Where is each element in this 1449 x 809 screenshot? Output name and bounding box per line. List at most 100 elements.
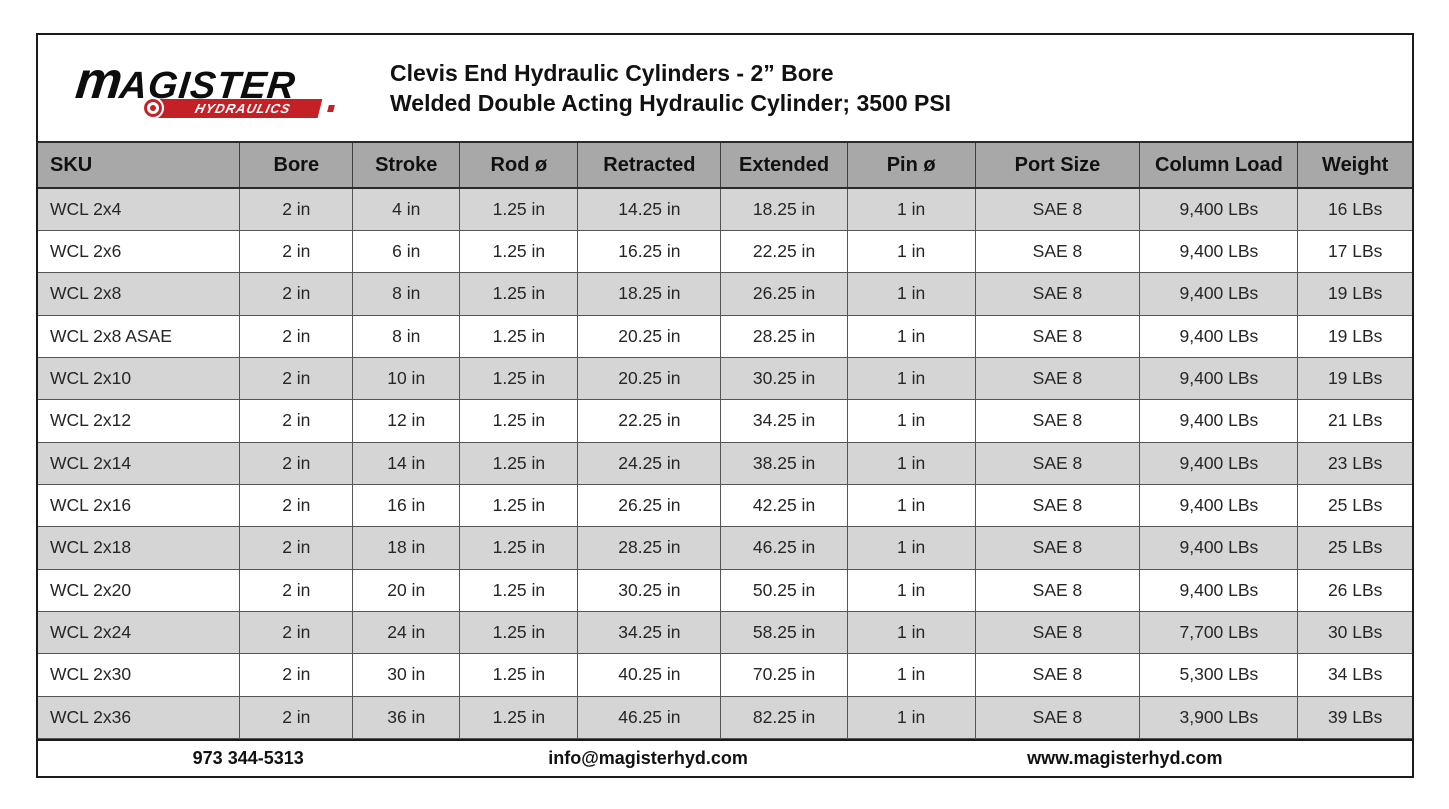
spec-cell: 18.25 in [720, 187, 848, 231]
sku-cell: WCL 2x12 [38, 399, 241, 443]
spec-cell: 2 in [239, 526, 354, 570]
column-header-3: Rod ø [459, 141, 579, 189]
table-row: WCL 2x8 2 in 8 in 1.25 in 18.25 in 26.25 in 1 … [38, 272, 1412, 316]
spec-cell: SAE 8 [974, 483, 1141, 528]
table-row: WCL 2x18 2 in 18 in 1.25 in 28.25 in 46.25 in… [38, 526, 1412, 570]
spec-cell: 2 in [239, 695, 354, 740]
spec-cell: 1 in [846, 399, 976, 443]
spec-cell: 2 in [239, 399, 354, 443]
spec-cell: 24.25 in [577, 441, 722, 485]
table-row: WCL 2x6 2 in 6 in 1.25 in 16.25 in 22.25 in 1 … [38, 229, 1412, 274]
table-row: WCL 2x36 2 in 36 in 1.25 in 46.25 in 82.25 in… [38, 695, 1412, 740]
table-row: WCL 2x16 2 in 16 in 1.25 in 26.25 in 42.25 in… [38, 483, 1412, 528]
spec-cell: 9,400 LBs [1139, 399, 1299, 443]
spec-cell: 1 in [846, 610, 976, 655]
column-header-1: Bore [239, 141, 354, 189]
spec-cell: 30.25 in [720, 356, 848, 401]
sku-cell: WCL 2x4 [38, 187, 241, 231]
spec-cell: 1.25 in [459, 229, 579, 274]
spec-cell: 23 LBs [1297, 441, 1412, 485]
spec-cell: 26.25 in [577, 483, 722, 528]
spec-table-wrap: SKU Bore Stroke Rod ø Retracted Extended Pin ø… [38, 141, 1412, 740]
spec-cell: 1 in [846, 483, 976, 528]
column-header-4: Retracted [577, 141, 722, 189]
spec-cell: 2 in [239, 568, 354, 612]
spec-cell: 19 LBs [1297, 356, 1412, 401]
spec-cell: 36 in [352, 695, 461, 740]
spec-cell: SAE 8 [974, 526, 1141, 570]
sku-cell: WCL 2x18 [38, 526, 241, 570]
contact-footer: 973 344-5313 info@magisterhyd.com www.ma… [38, 739, 1412, 776]
spec-cell: 1.25 in [459, 568, 579, 612]
logo-hydraulics-banner: HYDRAULICS [149, 99, 323, 118]
spec-cell: 2 in [239, 272, 354, 316]
spec-cell: 28.25 in [720, 314, 848, 358]
table-row: WCL 2x8 ASAE 2 in 8 in 1.25 in 20.25 in 28.25… [38, 314, 1412, 358]
spec-cell: SAE 8 [974, 229, 1141, 274]
spec-cell: SAE 8 [974, 187, 1141, 231]
spec-cell: 22.25 in [577, 399, 722, 443]
spec-cell: 1 in [846, 187, 976, 231]
spec-cell: 2 in [239, 187, 354, 231]
spec-cell: 14 in [352, 441, 461, 485]
spec-cell: 82.25 in [720, 695, 848, 740]
spec-cell: 18.25 in [577, 272, 722, 316]
spec-cell: 20 in [352, 568, 461, 612]
spec-cell: 50.25 in [720, 568, 848, 612]
spec-cell: 1.25 in [459, 483, 579, 528]
logo-subtitle: HYDRAULICS [193, 101, 293, 116]
spec-cell: 34.25 in [577, 610, 722, 655]
spec-cell: 1 in [846, 568, 976, 612]
spec-cell: 25 LBs [1297, 483, 1412, 528]
spec-cell: 1 in [846, 695, 976, 740]
spec-cell: SAE 8 [974, 356, 1141, 401]
table-header-row: SKU Bore Stroke Rod ø Retracted Extended Pin ø… [38, 141, 1412, 189]
spec-cell: 12 in [352, 399, 461, 443]
spec-cell: 1 in [846, 314, 976, 358]
spec-cell: 19 LBs [1297, 272, 1412, 316]
sku-cell: WCL 2x14 [38, 441, 241, 485]
spec-cell: 70.25 in [720, 653, 848, 697]
column-header-7: Port Size [974, 141, 1141, 189]
page-title: Clevis End Hydraulic Cylinders - 2” Bore… [390, 58, 951, 118]
spec-cell: 8 in [352, 314, 461, 358]
spec-cell: 2 in [239, 356, 354, 401]
spec-cell: 1.25 in [459, 526, 579, 570]
column-header-8: Column Load [1139, 141, 1299, 189]
spec-cell: 20.25 in [577, 314, 722, 358]
spec-cell: 1 in [846, 272, 976, 316]
spec-cell: 2 in [239, 610, 354, 655]
spec-cell: 19 LBs [1297, 314, 1412, 358]
spec-cell: 58.25 in [720, 610, 848, 655]
spec-cell: 1.25 in [459, 272, 579, 316]
table-row: WCL 2x30 2 in 30 in 1.25 in 40.25 in 70.25 in… [38, 653, 1412, 697]
spec-cell: 2 in [239, 483, 354, 528]
spec-cell: 2 in [239, 229, 354, 274]
banner-dot-icon [327, 105, 335, 112]
spec-cell: 1.25 in [459, 610, 579, 655]
spec-cell: 2 in [239, 314, 354, 358]
spec-cell: 40.25 in [577, 653, 722, 697]
spec-cell: 1 in [846, 441, 976, 485]
spec-cell: 7,700 LBs [1139, 610, 1299, 655]
spec-cell: SAE 8 [974, 314, 1141, 358]
spec-cell: 24 in [352, 610, 461, 655]
spec-cell: 46.25 in [577, 695, 722, 740]
spec-cell: 39 LBs [1297, 695, 1412, 740]
spec-cell: 30.25 in [577, 568, 722, 612]
spec-cell: 9,400 LBs [1139, 314, 1299, 358]
spec-cell: 28.25 in [577, 526, 722, 570]
spec-cell: 9,400 LBs [1139, 483, 1299, 528]
spec-cell: 9,400 LBs [1139, 441, 1299, 485]
spec-cell: 1.25 in [459, 187, 579, 231]
magister-logo: mAGISTER HYDRAULICS [73, 52, 346, 121]
spec-cell: 9,400 LBs [1139, 568, 1299, 612]
spec-cell: 4 in [352, 187, 461, 231]
sku-cell: WCL 2x36 [38, 695, 241, 740]
table-row: WCL 2x14 2 in 14 in 1.25 in 24.25 in 38.25 in… [38, 441, 1412, 485]
spec-cell: 18 in [352, 526, 461, 570]
spec-cell: 16 in [352, 483, 461, 528]
spec-cell: 14.25 in [577, 187, 722, 231]
spec-cell: 42.25 in [720, 483, 848, 528]
spec-cell: 1.25 in [459, 695, 579, 740]
